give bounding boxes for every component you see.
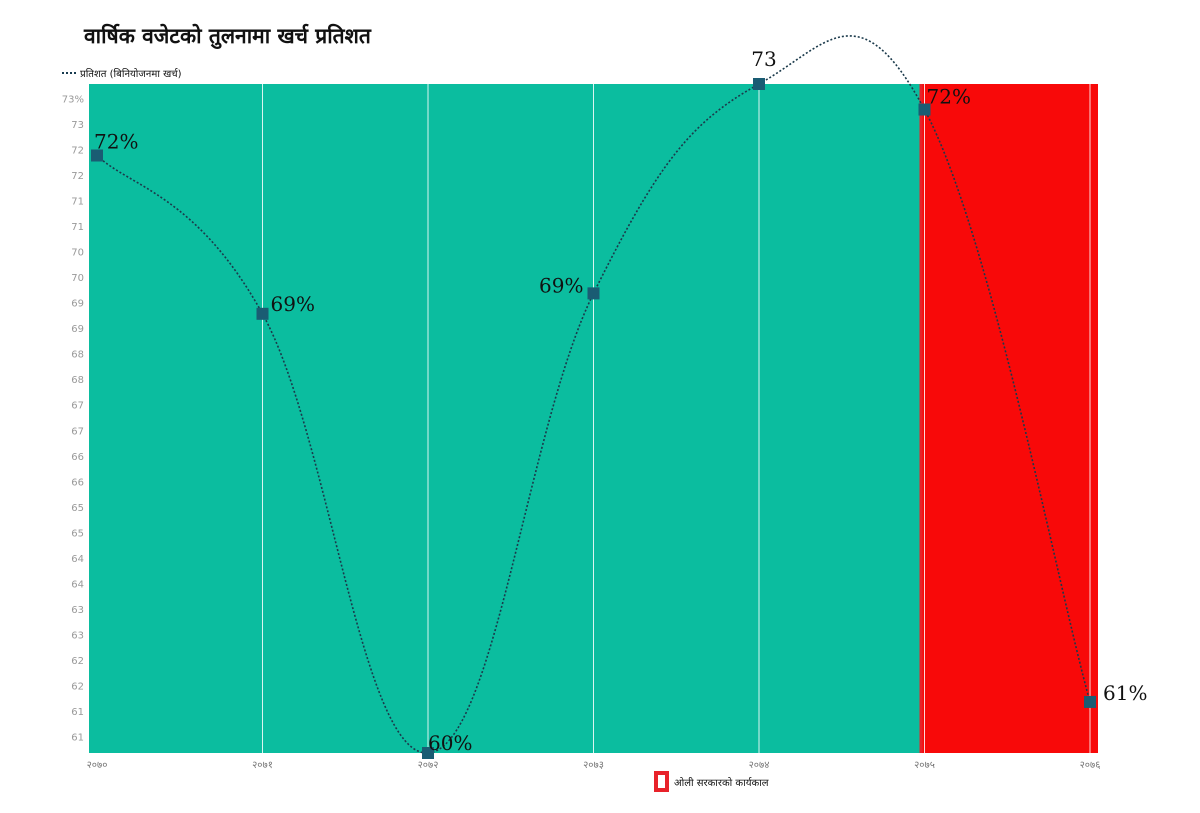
y-tick-label: 67	[71, 401, 84, 412]
y-tick-label: 71	[71, 197, 84, 208]
data-label: 60%	[428, 731, 472, 755]
legend-dotted-line-icon	[62, 72, 76, 74]
x-tick-label: २०७४	[749, 760, 770, 771]
y-tick-label: 65	[71, 503, 84, 514]
legend-series: प्रतिशत (बिनियोजनमा खर्च)	[62, 66, 182, 80]
y-tick-label: 71	[71, 222, 84, 233]
y-tick-label: 73%	[62, 95, 84, 106]
y-tick-label: 63	[71, 605, 84, 616]
legend-highlight-label: ओली सरकारको कार्यकाल	[674, 777, 769, 789]
y-tick-label: 64	[71, 554, 84, 565]
y-tick-label: 70	[71, 273, 84, 284]
y-tick-label: 70	[71, 248, 84, 259]
y-tick-label: 65	[71, 528, 84, 539]
x-tick-label: २०७२	[418, 760, 439, 771]
y-tick-label: 62	[71, 681, 84, 692]
y-tick-label: 62	[71, 656, 84, 667]
plot-background-band	[89, 84, 920, 753]
x-tick-label: २०७१	[252, 760, 273, 771]
data-point-marker	[91, 149, 103, 162]
data-point-marker	[587, 287, 600, 300]
data-point-marker	[422, 747, 434, 759]
y-tick-label: 61	[71, 733, 84, 744]
x-tick-label: २०७६	[1080, 760, 1101, 771]
data-label: 72%	[94, 129, 138, 153]
series-line	[96, 35, 1091, 754]
data-point-marker	[753, 78, 765, 90]
data-point-marker	[918, 103, 931, 116]
y-tick-label: 72	[71, 146, 84, 157]
x-tick-label: २०७३	[583, 760, 604, 771]
y-tick-label: 73	[71, 120, 84, 131]
y-tick-label: 69	[71, 299, 84, 310]
data-label: 73	[751, 47, 776, 71]
legend-series-label: प्रतिशत (बिनियोजनमा खर्च)	[80, 69, 182, 80]
data-label: 72%	[927, 85, 971, 109]
chart-title: वार्षिक वजेटको तुलनामा खर्च प्रतिशत	[84, 24, 371, 48]
data-label: 69%	[539, 273, 583, 297]
highlight-band-edge	[919, 84, 923, 753]
x-tick-label: २०७५	[914, 760, 935, 771]
y-tick-label: 68	[71, 350, 84, 361]
data-label: 61%	[1103, 681, 1147, 705]
data-point-marker	[1084, 695, 1096, 708]
data-point-marker	[256, 307, 269, 320]
legend-highlight: ओली सरकारको कार्यकाल	[654, 771, 769, 792]
y-tick-label: 64	[71, 579, 84, 590]
y-tick-label: 67	[71, 426, 84, 437]
y-tick-label: 69	[71, 324, 84, 335]
highlight-band	[919, 84, 1098, 753]
legend-highlight-swatch	[654, 771, 669, 792]
y-tick-label: 66	[71, 477, 84, 488]
y-tick-label: 72	[71, 171, 84, 182]
y-tick-label: 61	[71, 707, 84, 718]
y-tick-label: 63	[71, 630, 84, 641]
y-tick-label: 68	[71, 375, 84, 386]
x-tick-label: २०७०	[87, 760, 108, 771]
data-label: 69%	[271, 292, 315, 316]
y-tick-label: 66	[71, 452, 84, 463]
